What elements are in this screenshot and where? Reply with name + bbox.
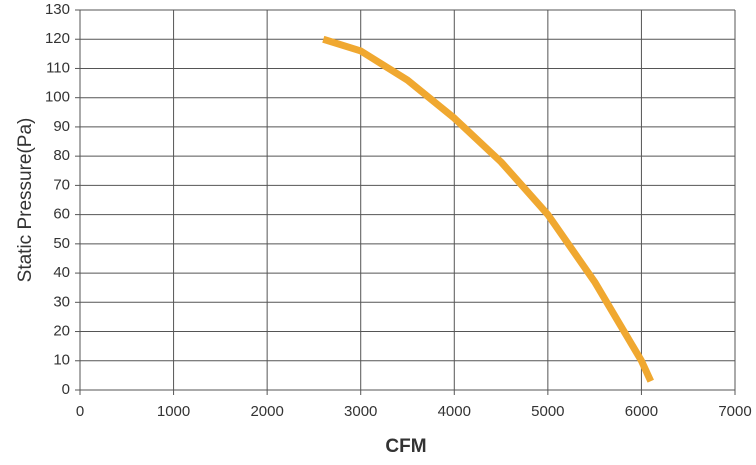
y-tick-label: 110 [46, 59, 70, 76]
y-tick-label: 30 [53, 293, 70, 310]
x-tick-label: 4000 [438, 403, 471, 420]
y-tick-label: 0 [62, 381, 70, 398]
x-tick-label: 2000 [250, 403, 283, 420]
x-tick-label: 6000 [625, 403, 658, 420]
y-tick-label: 70 [53, 176, 70, 193]
y-axis-label: Static Pressure(Pa) [15, 118, 36, 283]
x-tick-label: 3000 [344, 403, 377, 420]
y-tick-label: 10 [53, 352, 70, 369]
x-axis-label: CFM [385, 436, 426, 457]
x-tick-label: 7000 [718, 403, 751, 420]
y-tick-label: 80 [53, 147, 70, 164]
y-tick-label: 130 [45, 1, 70, 18]
y-tick-label: 40 [53, 264, 70, 281]
y-tick-label: 120 [45, 30, 70, 47]
x-tick-label: 0 [76, 403, 84, 420]
y-tick-label: 20 [53, 323, 70, 340]
line-series [322, 35, 654, 383]
x-tick-label: 5000 [531, 403, 564, 420]
y-tick-label: 60 [53, 206, 70, 223]
y-tick-label: 90 [53, 118, 70, 135]
y-tick-label: 50 [53, 235, 70, 252]
y-tick-label: 100 [45, 89, 70, 106]
x-tick-label: 1000 [157, 403, 190, 420]
